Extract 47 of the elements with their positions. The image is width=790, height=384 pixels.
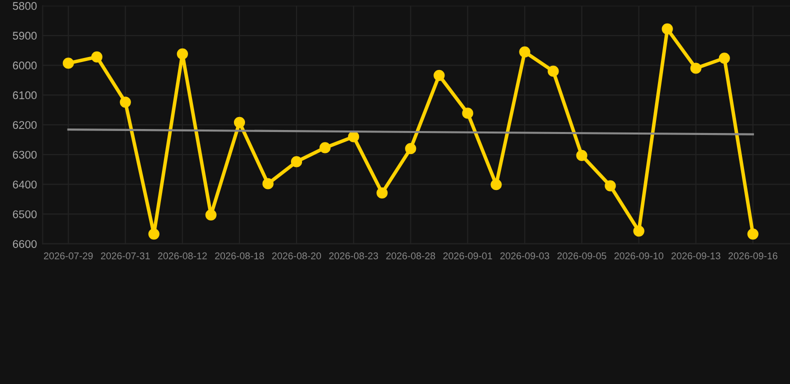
x-tick-label: 2026-08-20 <box>272 252 322 260</box>
x-tick-label: 2026-09-05 <box>557 252 606 260</box>
point <box>633 225 644 237</box>
point <box>604 180 616 192</box>
point <box>690 62 702 74</box>
y-tick-label: 6500 <box>12 210 37 218</box>
x-tick-label: 2026-08-23 <box>329 252 378 260</box>
point <box>519 46 530 58</box>
x-tick-label: 2026-09-10 <box>614 252 664 260</box>
y-tick-label: 6400 <box>12 180 37 188</box>
y-tick-label: 6200 <box>12 121 37 129</box>
point <box>747 228 758 240</box>
point <box>290 156 302 168</box>
x-tick-label: 2026-08-18 <box>215 252 264 260</box>
x-tick-label: 2026-09-01 <box>443 252 492 260</box>
point <box>405 143 416 154</box>
point <box>148 228 160 240</box>
point <box>576 150 588 162</box>
x-tick-label: 2026-08-28 <box>386 252 436 260</box>
point <box>262 178 274 190</box>
point <box>434 70 445 81</box>
y-tick-label: 5800 <box>12 2 37 10</box>
point <box>462 108 474 119</box>
point <box>62 58 74 69</box>
point <box>490 179 502 190</box>
x-tick-label: 2026-09-13 <box>671 252 720 260</box>
point <box>548 66 559 77</box>
point <box>718 52 730 64</box>
point <box>376 187 388 199</box>
x-tick-label: 2026-08-12 <box>158 252 207 260</box>
x-tick-label: 2026-07-29 <box>44 252 93 260</box>
x-tick-label: 2026-07-31 <box>101 252 150 260</box>
y-tick-label: 6300 <box>12 150 37 159</box>
y-tick-label: 6000 <box>12 62 37 70</box>
point <box>662 23 673 35</box>
point <box>348 131 360 142</box>
point <box>91 51 102 63</box>
point <box>234 116 246 128</box>
point <box>176 48 188 60</box>
x-tick-label: 2026-09-16 <box>728 252 778 260</box>
y-tick-label: 6100 <box>12 91 37 100</box>
x-tick-label: 2026-09-03 <box>500 252 550 260</box>
y-tick-label: 6600 <box>12 240 37 248</box>
point <box>120 96 131 108</box>
point <box>205 209 217 221</box>
y-tick-label: 5900 <box>12 32 37 40</box>
point <box>319 142 331 154</box>
